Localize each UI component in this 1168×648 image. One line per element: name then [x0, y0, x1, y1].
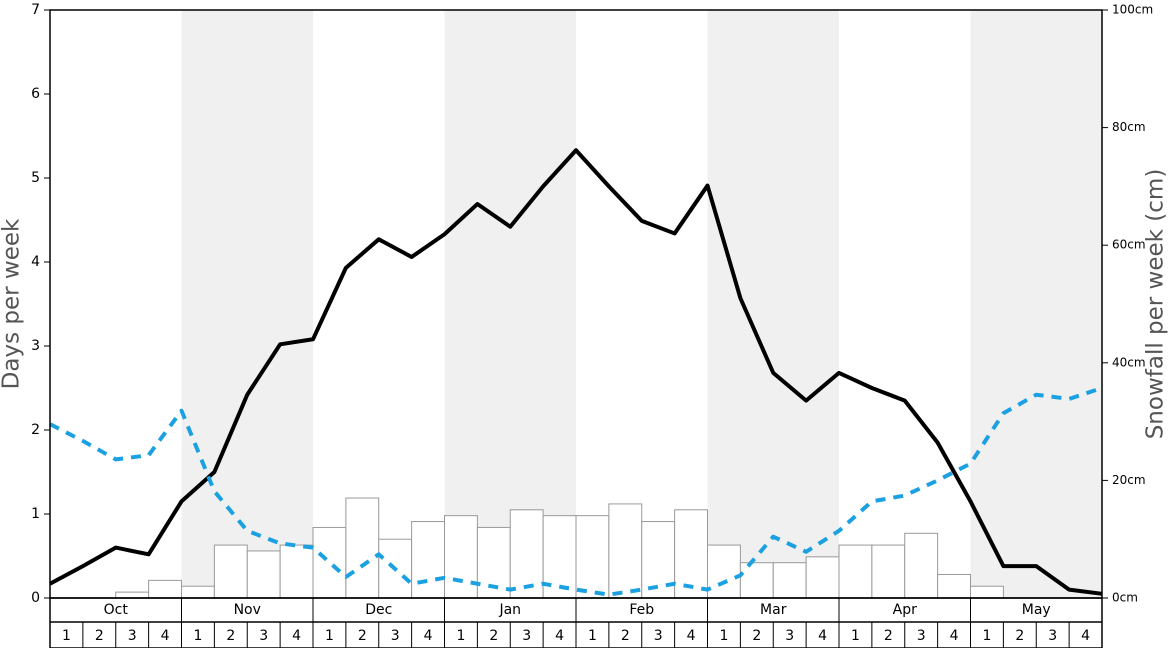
month-shade	[444, 10, 576, 598]
snowfall-bar	[904, 532, 939, 599]
snowfall-bar	[246, 550, 281, 599]
week-label: 2	[226, 628, 235, 644]
snowfall-bar	[772, 562, 807, 599]
week-label: 3	[654, 628, 663, 644]
snowfall-bar	[509, 509, 544, 599]
days-line	[49, 148, 1103, 596]
snowfall-bar	[279, 544, 314, 599]
week-label: 3	[128, 628, 137, 644]
week-label: 4	[424, 628, 433, 644]
y2-tick-label: 60cm	[1112, 238, 1146, 252]
week-label: 2	[621, 628, 630, 644]
week-label: 2	[489, 628, 498, 644]
week-label: 1	[193, 628, 202, 644]
snowfall-bar	[608, 503, 643, 599]
week-label: 3	[917, 628, 926, 644]
week-label: 3	[785, 628, 794, 644]
y-tick-label: 2	[31, 422, 40, 438]
y2-tick-label: 0cm	[1112, 591, 1138, 605]
y-tick-label: 3	[31, 338, 40, 354]
snowfall-bar	[181, 585, 215, 599]
y2-axis-title: Snowfall per week (cm)	[1143, 169, 1168, 440]
week-label: 3	[391, 628, 400, 644]
snowfall-bar	[148, 579, 182, 599]
y-tick-label: 1	[31, 506, 40, 522]
month-label: Dec	[365, 602, 392, 618]
y2-tick-label: 80cm	[1112, 120, 1146, 134]
snowfall-bar	[575, 515, 610, 599]
week-label: 4	[687, 628, 696, 644]
week-label: 1	[62, 628, 71, 644]
snowfall-bar	[345, 497, 380, 599]
y2-tick-label: 100cm	[1112, 3, 1153, 17]
week-label: 4	[161, 628, 170, 644]
snowfall-bar	[312, 526, 347, 599]
week-label: 2	[752, 628, 761, 644]
snowfall-bar	[213, 544, 248, 599]
y2-tick-label: 20cm	[1112, 473, 1146, 487]
y-tick-label: 7	[31, 2, 40, 18]
week-label: 1	[325, 628, 334, 644]
week-label: 2	[1015, 628, 1024, 644]
week-label: 1	[588, 628, 597, 644]
snowfall-bar	[739, 562, 774, 599]
week-label: 4	[950, 628, 959, 644]
snowfall-bar	[970, 585, 1004, 599]
week-label: 1	[851, 628, 860, 644]
week-label: 1	[719, 628, 728, 644]
week-label: 3	[1048, 628, 1057, 644]
y2-tick-label: 40cm	[1112, 355, 1146, 369]
y-tick-label: 0	[31, 590, 40, 606]
month-shade	[181, 10, 313, 598]
week-label: 1	[456, 628, 465, 644]
month-shade	[970, 10, 1102, 598]
y-tick-label: 4	[31, 254, 40, 270]
month-label: Nov	[234, 602, 261, 618]
snowfall-bar	[115, 591, 150, 599]
snowfall-bar	[411, 521, 445, 599]
week-label: 4	[555, 628, 564, 644]
week-label: 3	[522, 628, 531, 644]
y-tick-label: 5	[31, 170, 40, 186]
week-label: 2	[95, 628, 104, 644]
month-shade	[707, 10, 839, 598]
snowfall-bar	[444, 515, 478, 599]
snowfall-bar	[707, 544, 741, 599]
week-label: 4	[292, 628, 301, 644]
week-label: 1	[982, 628, 991, 644]
snowfall-bar	[937, 573, 971, 599]
month-label: Apr	[893, 602, 917, 618]
week-label: 4	[1081, 628, 1090, 644]
month-label: Oct	[104, 602, 129, 618]
snowfall-bar	[805, 556, 840, 599]
month-label: Jan	[498, 602, 521, 618]
snowfall-bar	[871, 544, 906, 599]
month-label: May	[1022, 602, 1051, 618]
week-label: 4	[818, 628, 827, 644]
week-label: 2	[884, 628, 893, 644]
month-label: Feb	[629, 602, 654, 618]
plot-frame	[49, 9, 1103, 599]
month-label: Mar	[760, 602, 787, 618]
y-axis-title: Days per week	[0, 218, 25, 389]
snowfall-bar	[838, 544, 873, 599]
week-label: 2	[358, 628, 367, 644]
week-label: 3	[259, 628, 268, 644]
y-tick-label: 6	[31, 86, 40, 102]
